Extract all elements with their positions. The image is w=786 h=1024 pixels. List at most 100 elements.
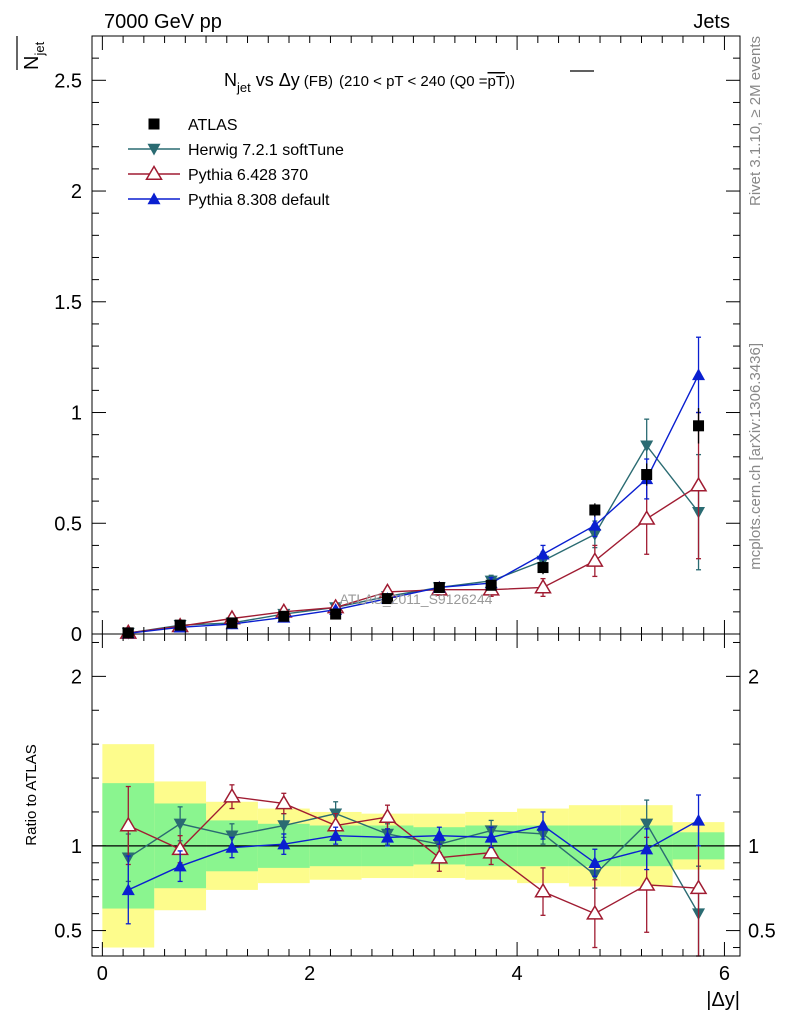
mcplots-source-label: mcplots.cern.ch [arXiv:1306.3436]: [747, 343, 764, 570]
header-right-label: Jets: [693, 11, 730, 33]
title-range: (210 < pT < 240 (Q0 =: [339, 73, 488, 90]
data-point: [226, 617, 238, 629]
ratio-point: [689, 879, 708, 895]
data-point: [693, 420, 705, 432]
ratio-point: [640, 842, 654, 855]
main-ylabel-subscript: jet: [32, 41, 47, 56]
title-fb: (FB): [304, 73, 333, 90]
data-point: [278, 610, 290, 622]
data-point: [589, 504, 601, 516]
series-point: [588, 518, 602, 531]
ratio-point: [378, 808, 397, 823]
title-vs: vs: [251, 70, 279, 90]
y-tick-label: 2.5: [54, 70, 82, 92]
legend-label: Pythia 6.428 370: [188, 167, 308, 184]
series-line: [128, 374, 700, 635]
data-point: [122, 627, 134, 639]
data-point: [433, 581, 445, 593]
ratio-point: [482, 843, 500, 859]
x-tick-label: 2: [304, 963, 315, 985]
ratio-panel: 0 2 4 6 0.5 0.5 1 1 2 2 Ratio to ATLAS |Δy|: [23, 633, 776, 1011]
legend-label: Pythia 8.308 default: [188, 192, 330, 209]
main-data-layer: [119, 336, 708, 640]
y-tick-label: 0: [71, 624, 82, 646]
ratio-point: [121, 883, 135, 896]
series-line: [128, 485, 699, 634]
title-jet-subscript: jet: [236, 80, 251, 95]
x-tick-label: 4: [512, 963, 523, 985]
ratio-point: [380, 830, 394, 843]
ratio-data-layer: [92, 744, 740, 957]
ratio-point: [637, 875, 656, 891]
ratio-point: [225, 830, 239, 843]
series-point: [689, 476, 708, 492]
ratio-y-tick-label-right: 2: [748, 666, 759, 688]
legend-marker: [147, 192, 161, 205]
ratio-y-tick-label: 0.5: [54, 921, 82, 943]
series-point: [640, 440, 654, 453]
data-point: [641, 469, 653, 481]
series-point: [586, 551, 604, 567]
main-ylabel: Njet: [21, 41, 47, 70]
main-panel: 0 0.5 1 1.5 2 2.5 Njet vs Δy (FB) (210 < pT < 2…: [16, 35, 741, 646]
data-point: [330, 608, 342, 620]
series-line: [128, 444, 700, 634]
ratio-point: [173, 818, 187, 831]
legend-marker: [145, 165, 163, 180]
ratio-point: [640, 818, 654, 831]
legend-label-atlas: ATLAS: [188, 117, 238, 134]
ratio-point: [119, 816, 138, 832]
x-axis-label: |Δy|: [706, 989, 740, 1011]
x-tick-label: 0: [97, 963, 108, 985]
title-n: N: [224, 70, 237, 90]
main-axis-ticks: 0 0.5 1 1.5 2 2.5: [54, 35, 740, 646]
header-left-label: 7000 GeV pp: [104, 11, 222, 33]
y-tick-label: 1: [71, 403, 82, 425]
ratio-y-tick-label-right: 1: [748, 836, 759, 858]
legend: ATLAS Herwig 7.2.1 softTune Pythia 6.428 3…: [128, 117, 344, 209]
ratio-point: [692, 813, 706, 826]
y-tick-label: 2: [71, 181, 82, 203]
ratio-point: [173, 859, 187, 872]
title-delta-y: Δy: [279, 70, 300, 90]
ratio-frame: [91, 633, 741, 957]
ratio-y-tick-label-right: 0.5: [748, 921, 776, 943]
y-tick-label: 1.5: [54, 292, 82, 314]
series-point: [534, 578, 552, 594]
data-point: [537, 562, 549, 574]
data-point: [174, 619, 186, 631]
ratio-point: [586, 904, 604, 920]
ratio-point: [329, 829, 343, 841]
rivet-version-label: Rivet 3.1.10, ≥ 2M events: [747, 36, 764, 206]
legend-marker: [147, 143, 161, 156]
title-pt-overline: pT: [488, 73, 506, 90]
ratio-point: [223, 787, 241, 803]
ratio-point: [588, 856, 602, 868]
ratio-point: [277, 820, 291, 833]
series-point: [692, 368, 706, 381]
ratio-series-line: [127, 812, 700, 914]
ratio-point: [484, 830, 498, 843]
title-close: )): [505, 73, 515, 90]
ratio-series-line: [127, 819, 699, 891]
ratio-point: [277, 837, 291, 850]
analysis-watermark: ATLAS_2011_S9126244: [340, 591, 493, 607]
series-point: [637, 509, 656, 525]
x-tick-label: 6: [719, 963, 730, 985]
chart-title: Njet vs Δy (FB) (210 < pT < 240 (Q0 =pT)): [224, 70, 515, 95]
series-point: [536, 547, 550, 560]
data-point: [485, 579, 497, 591]
ratio-series-line: [127, 795, 699, 915]
legend-label: Herwig 7.2.1 softTune: [188, 142, 344, 159]
ratio-point: [225, 841, 239, 853]
main-ylabel-n: N: [21, 56, 43, 70]
y-tick-label: 0.5: [54, 513, 82, 535]
ratio-point: [536, 819, 550, 831]
data-point: [381, 593, 393, 605]
ratio-y-tick-label: 1: [71, 836, 82, 858]
legend-marker-atlas: [148, 118, 160, 130]
ratio-point: [430, 848, 449, 864]
ratio-y-tick-label: 2: [71, 666, 82, 688]
ratio-axis-ticks: 0 2 4 6 0.5 0.5 1 1 2 2: [54, 634, 776, 985]
